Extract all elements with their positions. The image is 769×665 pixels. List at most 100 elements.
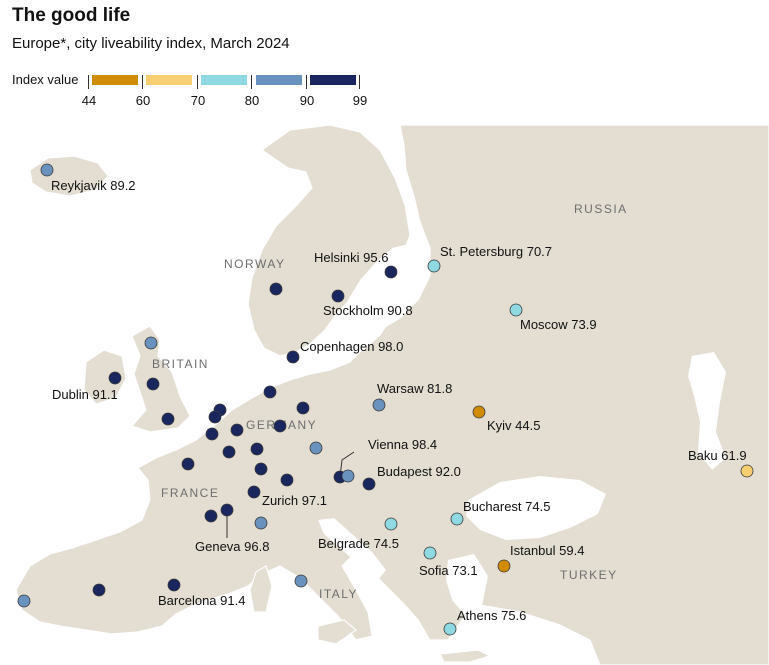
legend-bin-60-70 — [146, 75, 192, 85]
legend-tick — [359, 75, 360, 89]
city-dot — [443, 622, 457, 636]
inland-seas — [318, 244, 726, 616]
country-label-turkey: TURKEY — [560, 568, 618, 582]
legend-tick-label: 90 — [299, 93, 315, 108]
city-dot-unlabeled — [269, 282, 283, 296]
city-dot-unlabeled — [181, 457, 195, 471]
unlabeled-blue-markers — [17, 336, 355, 608]
page-subtitle: Europe*, city liveability index, March 2… — [12, 35, 290, 52]
city-dot-unlabeled — [341, 469, 355, 483]
city-dot-unlabeled — [309, 441, 323, 455]
land-britain — [130, 325, 191, 433]
city-label-sofia: Sofia 73.1 — [419, 563, 478, 578]
city-label-geneva: Geneva 96.8 — [195, 539, 269, 554]
city-dot — [497, 559, 511, 573]
city-label-warsaw: Warsaw 81.8 — [377, 381, 452, 396]
city-label-budapest: Budapest 92.0 — [377, 464, 461, 479]
legend-tick — [197, 75, 198, 89]
country-label-norway: NORWAY — [224, 257, 285, 271]
city-dot-unlabeled — [92, 583, 106, 597]
city-dot — [286, 350, 300, 364]
city-label-kyiv: Kyiv 44.5 — [487, 418, 540, 433]
city-dot-unlabeled — [294, 574, 308, 588]
country-label-france: FRANCE — [161, 486, 219, 500]
land-ireland — [83, 349, 127, 405]
city-dot — [509, 303, 523, 317]
black-sea — [466, 476, 606, 540]
legend-title: Index value — [12, 72, 79, 87]
labeled-city-markers — [40, 163, 754, 636]
city-dot — [40, 163, 54, 177]
city-dot — [167, 578, 181, 592]
legend-tick-label: 99 — [352, 93, 368, 108]
city-dot-unlabeled — [280, 473, 294, 487]
land-mainland — [15, 124, 769, 665]
legend-bin-70-80 — [201, 75, 247, 85]
city-label-vienna: Vienna 98.4 — [368, 437, 437, 452]
city-dot — [427, 259, 441, 273]
legend-bin-44-60 — [92, 75, 138, 85]
city-dot — [384, 265, 398, 279]
city-dot — [247, 485, 261, 499]
land — [15, 124, 769, 665]
city-dot-unlabeled — [205, 427, 219, 441]
city-dot — [740, 464, 754, 478]
legend-tick-label: 80 — [244, 93, 260, 108]
legend-tick-label: 60 — [135, 93, 151, 108]
country-label-italy: ITALY — [319, 587, 358, 601]
legend-tick — [142, 75, 143, 89]
country-label-russia: RUSSIA — [574, 202, 628, 216]
legend-tick — [251, 75, 252, 89]
city-dot — [108, 371, 122, 385]
legend-tick — [88, 75, 89, 89]
baltic-sea — [342, 244, 420, 350]
city-dot — [220, 503, 234, 517]
city-labels: Reykjavik 89.2 Helsinki 95.6 St. Petersb… — [51, 178, 747, 623]
city-label-dublin: Dublin 91.1 — [52, 387, 118, 402]
city-dot-unlabeled — [17, 594, 31, 608]
city-dot — [423, 546, 437, 560]
city-dot — [450, 512, 464, 526]
city-label-moscow: Moscow 73.9 — [520, 317, 597, 332]
city-label-athens: Athens 75.6 — [457, 608, 526, 623]
country-label-britain: BRITAIN — [152, 357, 209, 371]
city-dot — [362, 477, 376, 491]
unlabeled-navy-markers — [92, 282, 310, 597]
city-label-belgrade: Belgrade 74.5 — [318, 536, 399, 551]
legend-tick-label: 44 — [81, 93, 97, 108]
land-sardinia — [249, 565, 273, 613]
city-dot-unlabeled — [254, 516, 268, 530]
city-label-st-petersburg: St. Petersburg 70.7 — [440, 244, 552, 259]
city-label-istanbul: Istanbul 59.4 — [510, 543, 584, 558]
city-dot — [472, 405, 486, 419]
city-dot-unlabeled — [254, 462, 268, 476]
city-dot — [372, 398, 386, 412]
city-label-reykjavik: Reykjavik 89.2 — [51, 178, 136, 193]
city-dot-unlabeled — [250, 442, 264, 456]
city-dot-unlabeled — [273, 419, 287, 433]
land-scandinavia — [247, 124, 411, 357]
city-dot-unlabeled — [208, 410, 222, 424]
city-label-bucharest: Bucharest 74.5 — [463, 499, 550, 514]
legend-tick-label: 70 — [190, 93, 206, 108]
page-title: The good life — [12, 5, 131, 26]
city-dot-unlabeled — [230, 423, 244, 437]
aegean-sea — [446, 554, 488, 616]
legend-bin-90-99 — [310, 75, 356, 85]
land-sicily — [317, 619, 357, 645]
city-dot — [384, 517, 398, 531]
city-dot-unlabeled — [146, 377, 160, 391]
city-label-copenhagen: Copenhagen 98.0 — [300, 339, 403, 354]
city-dot-unlabeled — [263, 385, 277, 399]
city-dot-unlabeled — [204, 509, 218, 523]
adriatic-sea — [318, 518, 386, 580]
caspian-sea — [688, 352, 726, 470]
city-label-helsinki: Helsinki 95.6 — [314, 250, 388, 265]
legend-tick — [306, 75, 307, 89]
city-label-stockholm: Stockholm 90.8 — [323, 303, 413, 318]
city-dot-unlabeled — [222, 445, 236, 459]
land-crete — [439, 649, 492, 663]
city-label-baku: Baku 61.9 — [688, 448, 747, 463]
city-dot-unlabeled — [161, 412, 175, 426]
